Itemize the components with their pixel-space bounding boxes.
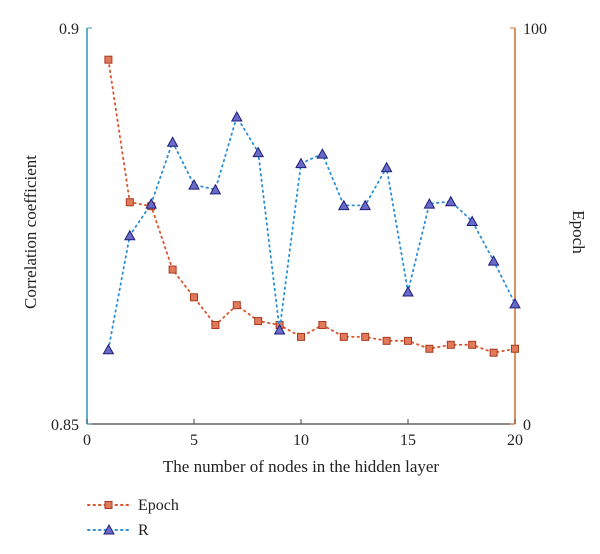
series-epoch-point-11 (318, 321, 327, 329)
legend-label-r: R (138, 522, 149, 539)
series-epoch-point-12 (339, 332, 348, 341)
x-tick-label-10: 10 (293, 432, 309, 449)
series-epoch-point-5 (190, 293, 198, 302)
series-r-point-10 (295, 157, 307, 169)
y-left-tick-label-1: 0.9 (59, 21, 79, 38)
series-r-point-17 (444, 195, 457, 207)
series-r-point-12 (337, 199, 350, 211)
series-epoch-point-18 (468, 340, 477, 349)
series-r-point-1 (102, 343, 115, 355)
series-layer (102, 55, 521, 357)
series-epoch-point-7 (232, 301, 241, 310)
series-r-point-7 (230, 110, 243, 122)
series-r-point-11 (316, 148, 329, 159)
x-axis-title: The number of nodes in the hidden layer (163, 457, 440, 476)
x-tick-label-20: 20 (507, 432, 523, 449)
series-epoch-point-16 (425, 344, 434, 353)
series-r-point-18 (466, 215, 479, 226)
series-r-point-20 (509, 297, 521, 309)
series-epoch-point-17 (446, 340, 455, 349)
plot-area: 0 5 10 15 20 0.85 0.9 0 100 (51, 21, 547, 449)
x-tick-label-5: 5 (190, 432, 198, 449)
x-tick-label-15: 15 (400, 432, 416, 449)
y-axis-left-title: Correlation coefficient (21, 155, 40, 309)
series-epoch-point-13 (361, 332, 370, 341)
series-line-epoch (107, 58, 516, 354)
series-r-point-3 (145, 198, 158, 209)
y-axis-right-title: Epoch (569, 210, 588, 254)
series-r-point-9 (273, 323, 286, 335)
series-r-point-6 (209, 183, 222, 195)
series-epoch-point-1 (104, 55, 113, 64)
series-epoch-point-4 (168, 265, 177, 274)
series-epoch-point-19 (489, 348, 498, 357)
series-r-point-4 (166, 136, 179, 147)
series-r-point-2 (123, 229, 136, 241)
series-r-point-19 (487, 255, 500, 266)
series-r-point-16 (423, 198, 436, 209)
series-r-point-13 (359, 199, 372, 211)
series-epoch-point-6 (211, 321, 220, 329)
series-line-r (107, 114, 516, 351)
series-r-point-15 (402, 285, 414, 297)
y-right-tick-label-1: 100 (523, 21, 547, 38)
y-left-tick-label-0: 0.85 (51, 417, 79, 434)
legend-item-epoch: Epoch (87, 497, 179, 514)
series-r-point-8 (252, 146, 265, 158)
series-epoch-point-15 (404, 336, 412, 345)
legend-label-epoch: Epoch (138, 497, 179, 514)
legend: Epoch R (87, 497, 179, 539)
legend-marker-r (103, 523, 115, 535)
series-r-point-14 (380, 161, 393, 173)
series-epoch-point-2 (125, 198, 134, 207)
series-epoch-point-8 (254, 317, 263, 326)
legend-item-r: R (87, 522, 149, 539)
x-tick-label-0: 0 (83, 432, 91, 449)
y-right-tick-label-0: 0 (523, 417, 531, 434)
series-r-point-5 (188, 179, 200, 190)
series-epoch-point-10 (297, 332, 305, 341)
legend-marker-epoch (104, 501, 113, 509)
series-epoch-point-14 (382, 336, 391, 345)
series-epoch-point-20 (511, 344, 519, 353)
